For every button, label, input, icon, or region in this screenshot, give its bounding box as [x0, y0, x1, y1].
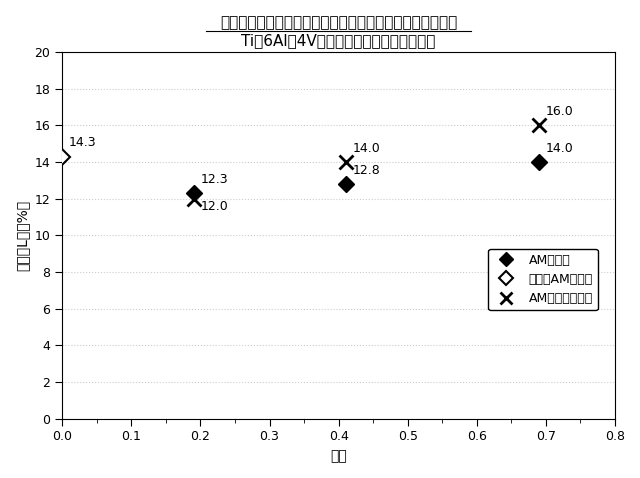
- Text: アディティブ・マニュファクチャリングにより製造された: アディティブ・マニュファクチャリングにより製造された: [220, 15, 457, 30]
- Text: 16.0: 16.0: [546, 105, 573, 118]
- Text: 14.3: 14.3: [69, 136, 97, 149]
- Text: 12.3: 12.3: [200, 173, 228, 186]
- Legend: AM＋鍛造, 未鍛造AMベース, AM＋鍛造＋焼鈍: AM＋鍛造, 未鍛造AMベース, AM＋鍛造＋焼鈍: [488, 249, 598, 310]
- Y-axis label: 伸度（L）（%）: 伸度（L）（%）: [15, 200, 29, 271]
- Text: 12.0: 12.0: [200, 200, 228, 213]
- Title: アディティブ・マニュファクチャリングにより製造された
Ti－6Al－4Vの伸度に対する鍛造歪の影響: アディティブ・マニュファクチャリングにより製造された Ti－6Al－4Vの伸度に…: [0, 477, 1, 478]
- Text: 14.0: 14.0: [546, 141, 573, 155]
- Text: 14.0: 14.0: [353, 141, 380, 155]
- Text: Ti－6Al－4Vの伸度に対する鍛造歪の影響: Ti－6Al－4Vの伸度に対する鍛造歪の影響: [241, 33, 436, 48]
- X-axis label: 真歪: 真歪: [330, 449, 347, 463]
- Text: 12.8: 12.8: [353, 163, 380, 177]
